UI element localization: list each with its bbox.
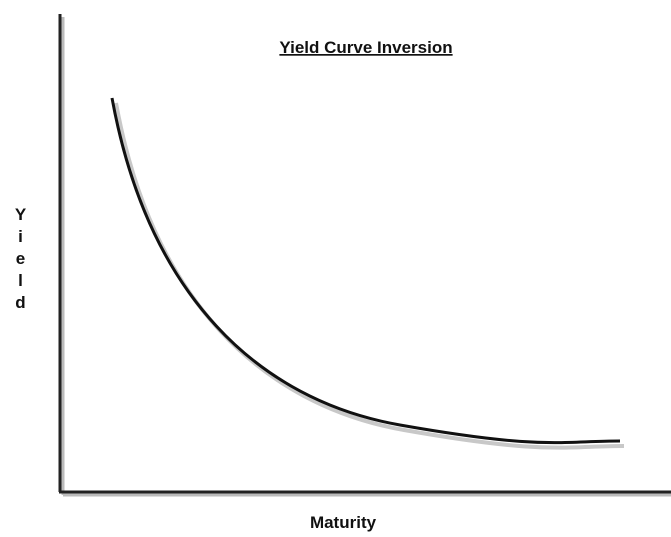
chart-title: Yield Curve Inversion — [279, 38, 452, 57]
x-axis-label: Maturity — [310, 513, 377, 532]
curve — [110, 97, 621, 445]
y-axis-label: Yield — [11, 205, 30, 315]
curve-shadow — [114, 102, 625, 450]
axes — [58, 14, 671, 497]
